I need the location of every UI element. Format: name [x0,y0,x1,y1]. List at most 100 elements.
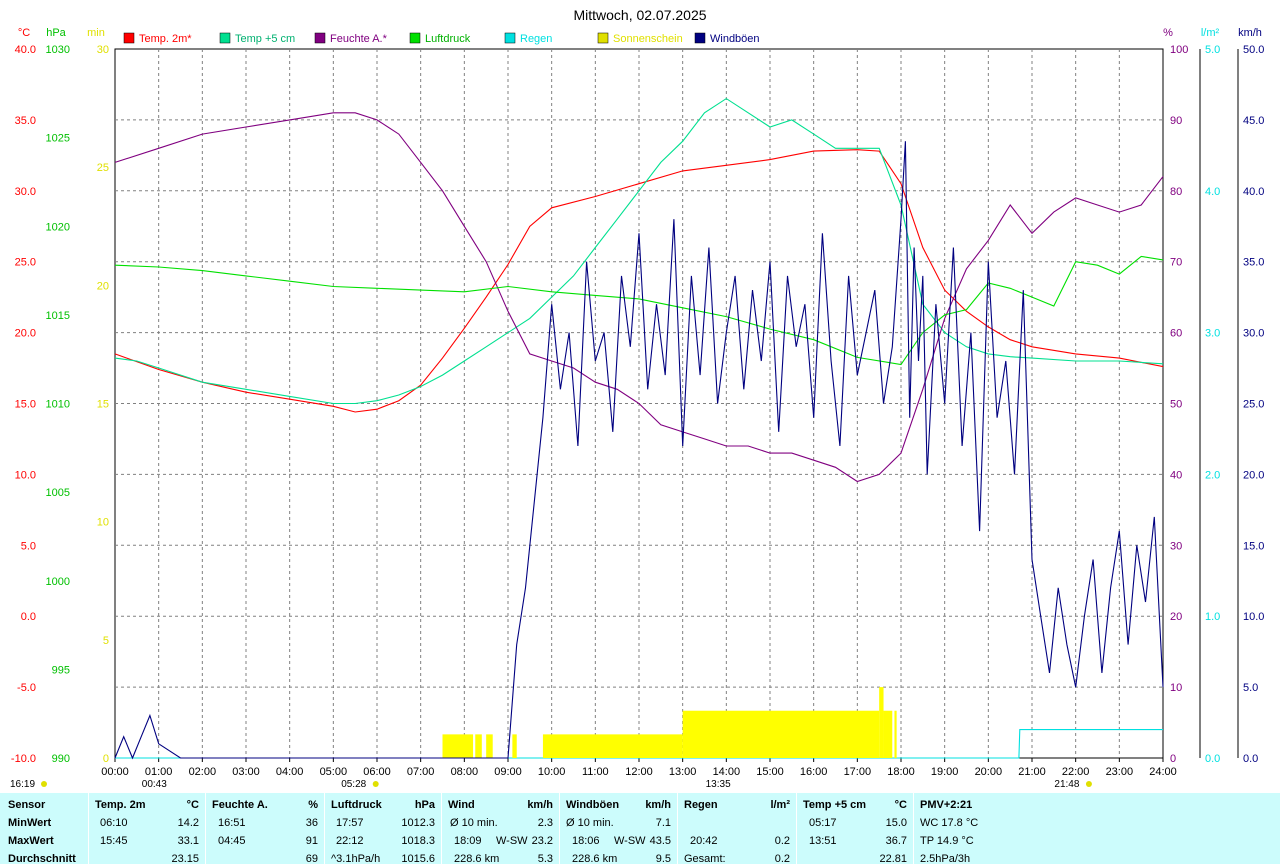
wind-tick-label: 20.0 [1243,469,1264,481]
feuchte-max-time: 04:45 [218,835,246,847]
feuchte-a-line [114,112,1164,483]
sunrise-marker-dot [372,781,379,787]
sunshine-bar [542,734,683,758]
x-tick-label: 10:00 [538,766,566,778]
feuchte-unit: % [308,799,318,811]
rain-tick-label: 1.0 [1205,611,1220,623]
x-tick-label: 08:00 [451,766,479,778]
x-tick-label: 15:00 [756,766,784,778]
regen-max-val: 0.2 [774,835,790,847]
rowlabel-min: MinWert [8,817,52,829]
sunshine-bar [486,734,493,758]
x-tick-label: 06:00 [363,766,391,778]
legend-swatch [694,32,706,44]
pressure-tick-label: 1025 [46,133,70,145]
temp5-min-val: 15.0 [885,817,907,829]
regen-unit: l/m² [770,799,790,811]
pressure-tick-label: 990 [52,753,70,765]
boen-max-dir: W-SW [614,835,646,847]
boen-title: Windböen [566,799,620,811]
boen-max-time: 18:06 [572,835,600,847]
temp5-avg: 22.81 [879,853,907,865]
temp2m-title: Temp. 2m [95,799,146,811]
humidity-tick-label: 10 [1170,682,1182,694]
temp-2m-line [114,149,1164,413]
x-tick-label: 00:00 [101,766,129,778]
sunshine-bar [879,687,884,758]
feuchte-avg: 69 [305,853,318,865]
wind-title: Wind [448,799,475,811]
wind-max-dir: W-SW [496,835,528,847]
wind-avg-val: 2.3 [537,817,553,829]
x-tick-label: 20:00 [975,766,1003,778]
sunshine-bar [682,710,880,758]
boen-unit: km/h [645,799,671,811]
statistics-table: Sensor MinWert MaxWert Durchschnitt Temp… [0,793,1280,865]
temp-tick-label: 35.0 [15,115,36,127]
temp2m-min-time: 06:10 [100,817,128,829]
stats-luftdruck: Luftdruck hPa 17:57 1012.3 22:12 1018.3 ^3.… [325,793,442,865]
luftdruck-unit: hPa [414,799,435,811]
wind-tick-label: 35.0 [1243,257,1264,269]
temp5-title: Temp +5 cm [803,799,867,811]
feuchte-min-time: 16:51 [218,817,246,829]
legend-swatch [504,32,516,44]
temp-tick-label: 30.0 [15,186,36,198]
temp-tick-label: 15.0 [15,399,36,411]
pressure-tick-label: 1005 [46,487,70,499]
stats-temp2m: Temp. 2m °C 06:10 14.2 15:45 33.1 23.15 [89,793,206,865]
humidity-tick-label: 0 [1170,753,1176,765]
x-tick-label: 18:00 [887,766,915,778]
pressure-tick-label: 1020 [46,221,70,233]
luftdruck-max-time: 22:12 [336,835,364,847]
legend-label: Temp. 2m* [139,33,192,45]
sun-tick-label: 25 [97,162,109,174]
sun-unit-label: min [87,27,105,39]
x-tick-label: 21:00 [1018,766,1046,778]
boen-dist-val: 9.5 [655,853,671,865]
x-tick-label: 23:00 [1106,766,1134,778]
rain-unit-label: l/m² [1201,27,1220,39]
legend-swatch [314,32,326,44]
wind-unit-label: km/h [1238,27,1262,39]
sunshine-bar [475,734,482,758]
sunshine-bar [894,710,897,758]
stats-windboen: Windböen km/h Ø 10 min. 7.1 18:06 W-SW 43.5 … [560,793,678,865]
luftdruck-max-val: 1018.3 [401,835,435,847]
x-tick-label: 22:00 [1062,766,1090,778]
rowlabel-max: MaxWert [8,835,54,847]
temp-tick-label: 5.0 [21,540,36,552]
wind-dist-val: 5.3 [537,853,553,865]
moon-marker-2: 13:35 [706,779,731,790]
regen-total-label: Gesamt: [684,853,726,865]
axes: 00:00 01:00 02:00 03:00 04:00 05:00 06:00 07:00… [11,27,1265,778]
x-tick-label: 13:00 [669,766,697,778]
x-tick-label: 16:00 [800,766,828,778]
sun-tick-label: 30 [97,44,109,56]
rowlabel-avg: Durchschnitt [8,853,76,865]
legend-swatch [409,32,421,44]
legend-label: Temp +5 cm [235,33,295,45]
x-tick-label: 02:00 [189,766,217,778]
humidity-tick-label: 20 [1170,611,1182,623]
wind-dist: 228.6 km [454,853,500,865]
temp2m-avg: 23.15 [171,853,199,865]
humidity-tick-label: 80 [1170,186,1182,198]
pmv-wc: WC 17.8 °C [920,817,979,829]
wind-tick-label: 45.0 [1243,115,1264,127]
legend: Temp. 2m* Temp +5 cm Feuchte A.* Luftdruck R… [123,32,760,45]
humidity-tick-label: 100 [1170,44,1188,56]
luftdruck-avg: 1015.6 [401,853,435,865]
temp-tick-label: -10.0 [11,753,36,765]
wind-tick-label: 30.0 [1243,328,1264,340]
wind-unit: km/h [527,799,553,811]
stats-temp5: Temp +5 cm °C 05:17 15.0 13:51 36.7 22.81 [797,793,914,865]
sunset-marker-dot [1085,781,1092,787]
luftdruck-min-val: 1012.3 [401,817,435,829]
legend-label: Regen [520,33,552,45]
x-tick-label: 24:00 [1149,766,1177,778]
legend-swatch [219,32,231,44]
series-layer [114,97,1164,760]
temp-tick-label: 40.0 [15,44,36,56]
rowlabel-sensor: Sensor [8,799,46,811]
